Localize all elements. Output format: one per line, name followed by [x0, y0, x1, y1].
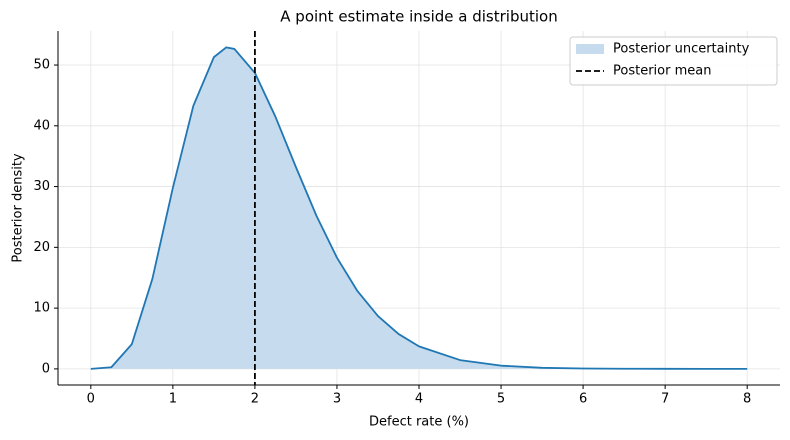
- x-tick-label: 4: [415, 392, 423, 407]
- y-tick-label: 20: [33, 240, 50, 255]
- x-tick-label: 3: [333, 392, 341, 407]
- x-tick-label: 8: [743, 392, 751, 407]
- legend-box: [569, 36, 778, 86]
- x-axis-label: Defect rate (%): [369, 415, 469, 430]
- chart-title: A point estimate inside a distribution: [280, 8, 557, 26]
- x-tick-label: 0: [87, 392, 95, 407]
- legend: Posterior uncertainty Posterior mean: [569, 36, 778, 86]
- x-tick-label: 2: [251, 392, 259, 407]
- x-tick-label: 7: [661, 392, 669, 407]
- y-tick-label: 50: [33, 58, 50, 73]
- x-tick-label: 6: [579, 392, 587, 407]
- y-tick-label: 30: [33, 179, 50, 194]
- y-tick-label: 10: [33, 301, 50, 316]
- y-tick-label: 40: [33, 118, 50, 133]
- legend-label: Posterior uncertainty: [613, 42, 750, 57]
- legend-label: Posterior mean: [613, 64, 711, 79]
- y-axis-label: Posterior density: [11, 153, 26, 263]
- x-tick-label: 5: [497, 392, 505, 407]
- density-line: [90, 46, 748, 370]
- legend-swatch: [576, 44, 604, 54]
- x-tick-label: 1: [169, 392, 177, 407]
- y-tick-label: 0: [42, 361, 50, 376]
